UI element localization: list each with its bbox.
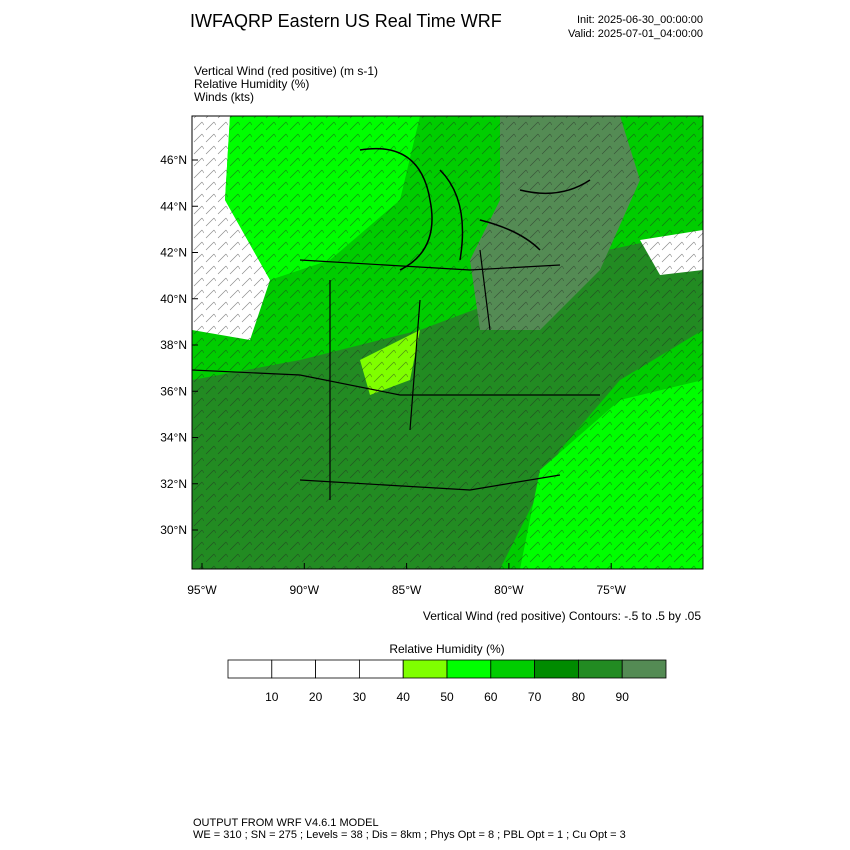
colorbar-label: 40 [397,690,411,704]
lat-label: 40°N [160,292,187,306]
footer-line: WE = 310 ; SN = 275 ; Levels = 38 ; Dis … [193,829,626,841]
wind-barbs [192,116,703,569]
colorbar-label: 90 [616,690,630,704]
lon-label: 80°W [494,583,524,597]
lon-label: 95°W [187,583,217,597]
map-area [192,116,703,569]
colorbar-box [490,659,535,679]
colorbar-label: 10 [265,690,279,704]
lon-label: 75°W [596,583,626,597]
map-frame [191,115,704,570]
lat-label: 32°N [160,477,187,491]
colorbar: 10 20 30 40 50 60 70 80 90 [227,659,667,704]
colorbar-label: 70 [528,690,542,704]
colorbar-box [534,659,579,679]
field-list: Vertical Wind (red positive) (m s-1)Rela… [194,64,378,104]
state-borders [192,249,600,500]
colorbar-box [271,659,316,679]
colorbar-box [578,659,623,679]
lat-label: 42°N [160,246,187,260]
title: IWFAQRP Eastern US Real Time WRF [190,11,502,31]
colorbar-box [446,659,492,679]
lon-label: 90°W [290,583,320,597]
colorbar-label: 80 [572,690,586,704]
lon-label: 85°W [392,583,422,597]
colorbar-box [402,659,448,679]
lat-label: 30°N [160,523,187,537]
init-time: Init: 2025-06-30_00:00:00 [577,14,703,26]
colorbar-label: 30 [353,690,367,704]
colorbar-box [227,659,273,679]
great-lakes [359,147,591,271]
colorbar-label: 60 [484,690,498,704]
colorbar-label: 20 [309,690,323,704]
lat-label: 36°N [160,384,187,398]
colorbar-title: Relative Humidity (%) [389,642,504,656]
map-ticks: 46°N 44°N 42°N 40°N 38°N 36°N 34°N 32°N 30°N 95°W… [160,153,626,597]
colorbar-box [315,659,360,679]
colorbar-box [358,659,404,679]
field-label: Relative Humidity (%) [194,77,309,91]
valid-time: Valid: 2025-07-01_04:00:00 [568,28,703,40]
footer-line: OUTPUT FROM WRF V4.6.1 MODEL [193,817,379,829]
lat-label: 38°N [160,338,187,352]
colorbar-label: 50 [440,690,454,704]
lat-label: 44°N [160,199,187,213]
field-label: Winds (kts) [194,90,254,104]
field-label: Vertical Wind (red positive) (m s-1) [194,64,378,78]
colorbar-box [621,659,667,679]
lat-label: 34°N [160,431,187,445]
contour-note: Vertical Wind (red positive) Contours: -… [423,609,701,623]
lat-label: 46°N [160,153,187,167]
